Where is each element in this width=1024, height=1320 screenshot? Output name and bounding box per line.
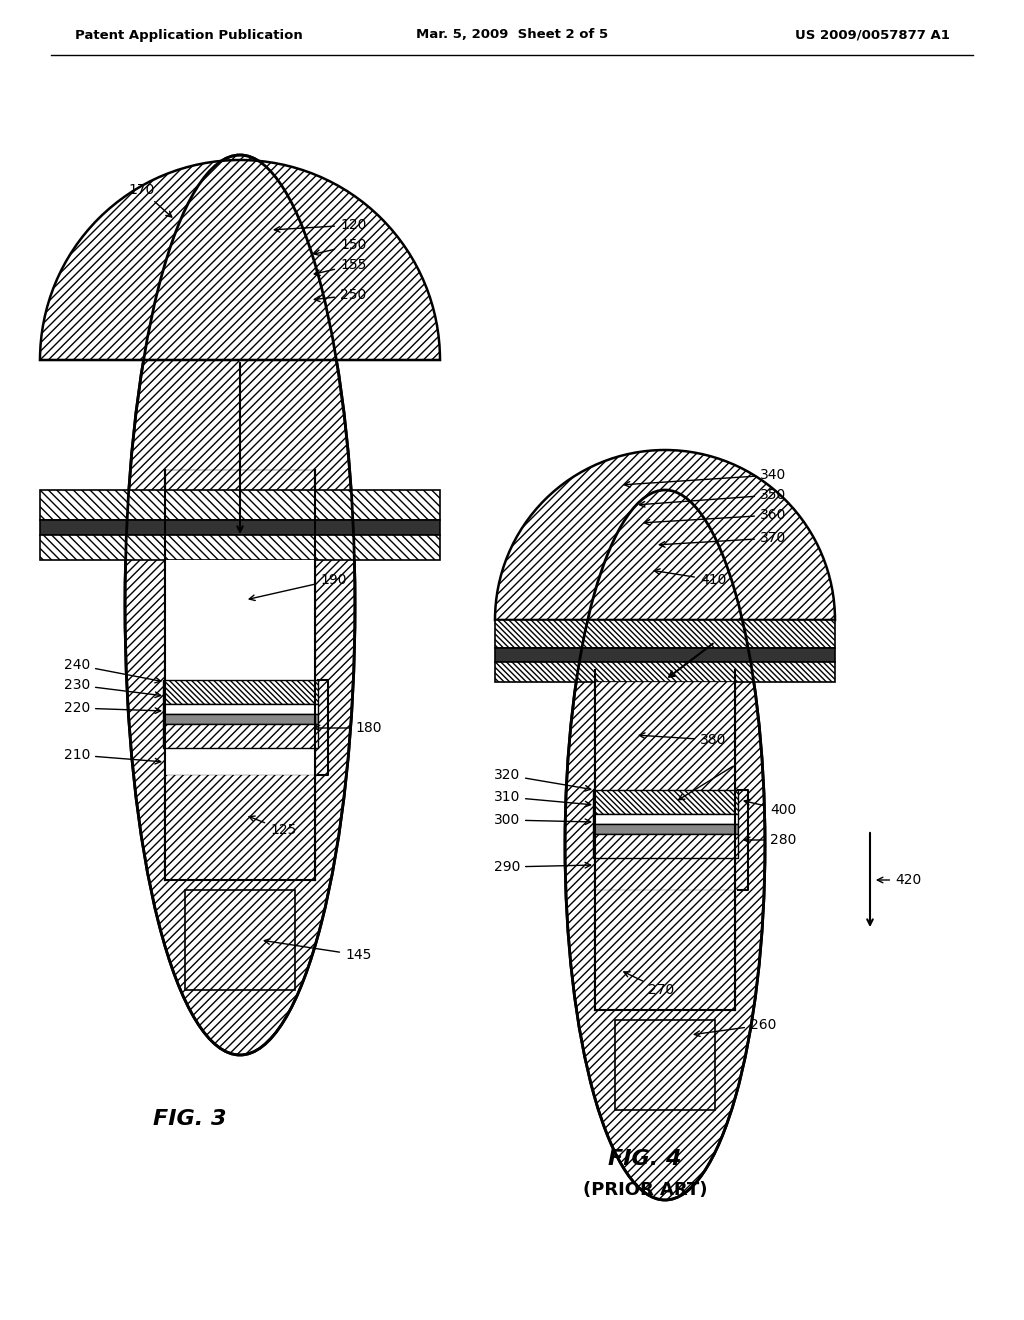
Text: 310: 310 [494,789,591,807]
Bar [495,663,835,682]
Text: 420: 420 [878,873,922,887]
Bar [593,824,737,834]
Text: 230: 230 [63,678,161,697]
Text: 290: 290 [494,861,591,874]
Text: (PRIOR ART): (PRIOR ART) [583,1181,708,1199]
Bar [595,890,735,1010]
Text: 240: 240 [63,657,161,682]
Text: Mar. 5, 2009  Sheet 2 of 5: Mar. 5, 2009 Sheet 2 of 5 [416,29,608,41]
Bar [165,560,315,880]
Bar [165,470,315,880]
Text: 350: 350 [639,488,786,507]
Bar [165,775,315,880]
Bar [40,490,440,520]
Text: 220: 220 [63,701,161,715]
Bar [495,620,835,648]
Text: FIG. 4: FIG. 4 [608,1148,682,1170]
Text: 155: 155 [314,257,367,276]
Text: 300: 300 [494,813,591,828]
Text: 320: 320 [494,768,591,791]
Bar [163,704,317,714]
Text: 370: 370 [659,531,786,548]
Text: 170: 170 [129,183,172,216]
Text: 380: 380 [639,733,726,747]
Text: 125: 125 [249,816,296,837]
Ellipse shape [565,490,765,1200]
Text: 280: 280 [744,833,797,847]
Bar [163,723,317,748]
Bar [163,714,317,723]
Text: 120: 120 [274,218,367,232]
Text: FIG. 3: FIG. 3 [154,1109,226,1129]
Bar [593,789,737,814]
Text: 340: 340 [625,469,786,487]
Bar [165,470,315,880]
Bar [595,671,735,1010]
Bar [165,775,315,880]
Text: 190: 190 [249,573,346,601]
Text: 250: 250 [314,288,367,302]
Text: 270: 270 [624,972,674,997]
Text: 210: 210 [63,748,161,764]
Text: 180: 180 [314,721,382,735]
Bar [595,682,735,1010]
Bar [40,535,440,560]
Bar [495,648,835,663]
Ellipse shape [125,154,355,1055]
Text: 150: 150 [314,238,367,256]
Bar [595,682,735,1010]
Text: 260: 260 [694,1018,776,1036]
Bar [163,680,317,704]
Bar [593,834,737,858]
Wedge shape [495,450,835,620]
Bar [615,1020,715,1110]
Bar [595,890,735,1010]
Text: 410: 410 [654,569,726,587]
Wedge shape [40,160,440,360]
Bar [593,814,737,824]
Text: Patent Application Publication: Patent Application Publication [75,29,303,41]
Bar [595,671,735,1010]
Text: 360: 360 [644,508,786,525]
Text: 400: 400 [744,800,797,817]
Text: US 2009/0057877 A1: US 2009/0057877 A1 [795,29,950,41]
Bar [185,890,295,990]
Bar [40,520,440,535]
Text: 145: 145 [264,939,372,962]
